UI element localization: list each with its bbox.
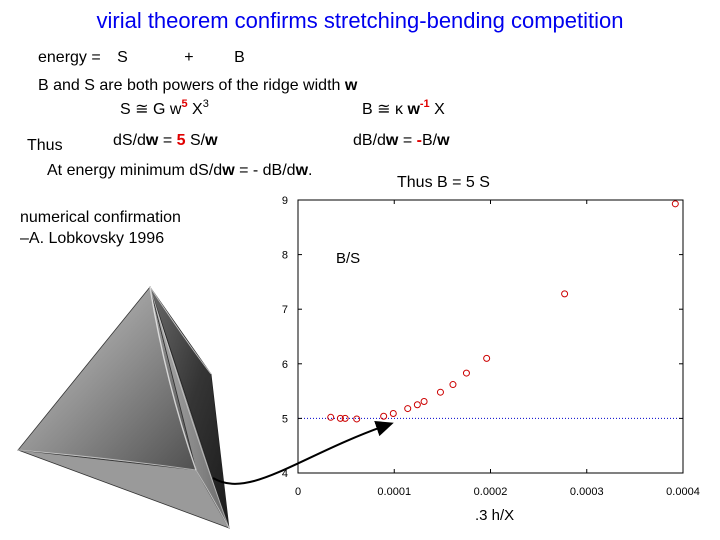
s-formula-approx: ≅: [135, 101, 149, 118]
s-formula-lhs: S: [120, 101, 131, 118]
b-formula: B ≅ κ w-1 X: [362, 99, 445, 119]
thus-b-equals: Thus B = 5 S: [397, 174, 490, 191]
data-point: [462, 369, 470, 377]
ds-derivative-rhs: S/: [185, 132, 206, 149]
energy-minimum: At energy minimum dS/dw = - dB/dw.: [47, 162, 312, 180]
data-point: [420, 397, 428, 405]
x-tick-label: 0.0001: [377, 486, 411, 498]
data-point: [561, 290, 569, 298]
energy-b: B: [234, 49, 245, 66]
minimum-w2: w: [295, 162, 309, 179]
pointer-arrow: [212, 420, 394, 485]
y-tick-label: 6: [282, 359, 288, 371]
ds-derivative-w2: w: [205, 132, 218, 149]
x-tick-label: 0.0004: [666, 486, 700, 498]
energy-label: energy =: [38, 49, 101, 66]
db-derivative: dB/dw = -B/w: [353, 132, 450, 150]
data-point: [389, 409, 397, 417]
db-derivative-minus: -: [416, 132, 422, 149]
powers-w: w: [344, 77, 358, 94]
y-tick-label: 5: [282, 413, 288, 425]
y-tick-label: 7: [282, 304, 288, 316]
s-formula: S ≅ G w5 X3: [120, 99, 209, 119]
energy-equation: energy = S + B: [38, 49, 245, 67]
data-point: [413, 401, 421, 409]
x-tick-label: 0.0003: [570, 486, 604, 498]
ds-derivative-num: dS/d: [113, 132, 146, 149]
ds-derivative: dS/dw = 5 S/w: [113, 132, 218, 150]
energy-plus: +: [184, 49, 194, 66]
ds-derivative-w: w: [145, 132, 159, 149]
energy-s: S: [117, 49, 128, 66]
minimum-w1: w: [222, 162, 235, 179]
data-point: [404, 405, 412, 413]
s-formula-x-exponent: 3: [202, 98, 209, 110]
minimum-text-c: .: [308, 162, 313, 179]
x-tick-label: 0: [295, 486, 301, 498]
y-tick-label: 9: [282, 195, 288, 207]
data-point: [341, 414, 349, 422]
y-tick-label: 4: [282, 468, 288, 480]
s-formula-w: w: [169, 101, 182, 118]
b-formula-exponent: -1: [419, 98, 430, 110]
data-point: [436, 388, 444, 396]
x-tick-label: 0.0002: [474, 486, 508, 498]
minimum-text-a: At energy minimum dS/d: [47, 162, 223, 179]
confirmation-line1: numerical confirmation: [20, 209, 181, 226]
data-point: [380, 412, 388, 420]
powers-text: B and S are both powers of the ridge wid…: [38, 77, 341, 94]
ds-derivative-eq: =: [158, 132, 177, 149]
data-point: [327, 413, 335, 421]
powers-statement: B and S are both powers of the ridge wid…: [38, 77, 357, 95]
confirmation-line2: –A. Lobkovsky 1996: [20, 230, 165, 247]
crumpled-tetrahedron: [17, 286, 230, 529]
chart-title: B/S: [336, 250, 360, 267]
b-formula-approx: ≅: [377, 101, 391, 118]
numerical-confirmation: numerical confirmation –A. Lobkovsky 199…: [20, 207, 181, 249]
db-derivative-eq: =: [398, 132, 417, 149]
data-point: [353, 415, 361, 423]
db-derivative-w2: w: [437, 132, 450, 149]
b-formula-w: w: [407, 101, 420, 118]
s-formula-x: X: [192, 101, 203, 118]
scatter-plot: 0 0.0001 0.0002 0.0003 0.0004 4 5 6 7 8 9 B/S .3 …: [282, 195, 700, 524]
db-derivative-num: dB/d: [353, 132, 386, 149]
plot-frame: [297, 199, 684, 474]
data-point: [671, 200, 679, 208]
page-title: virial theorem confirms stretching-bendi…: [96, 8, 624, 33]
s-formula-g: G: [152, 101, 166, 118]
b-formula-kappa: κ: [394, 101, 403, 118]
db-derivative-w: w: [385, 132, 399, 149]
data-point: [483, 354, 491, 362]
minimum-text-b: = - dB/d: [234, 162, 296, 179]
b-formula-lhs: B: [362, 101, 373, 118]
db-derivative-rhs: B/: [421, 132, 438, 149]
s-formula-exponent: 5: [181, 98, 188, 110]
x-axis-label: .3 h/X: [475, 507, 514, 524]
data-point: [336, 414, 344, 422]
ds-derivative-five: 5: [176, 132, 186, 149]
thus-label: Thus: [27, 137, 63, 154]
y-tick-label: 8: [282, 250, 288, 262]
data-point: [449, 381, 457, 389]
b-formula-x: X: [434, 101, 445, 118]
